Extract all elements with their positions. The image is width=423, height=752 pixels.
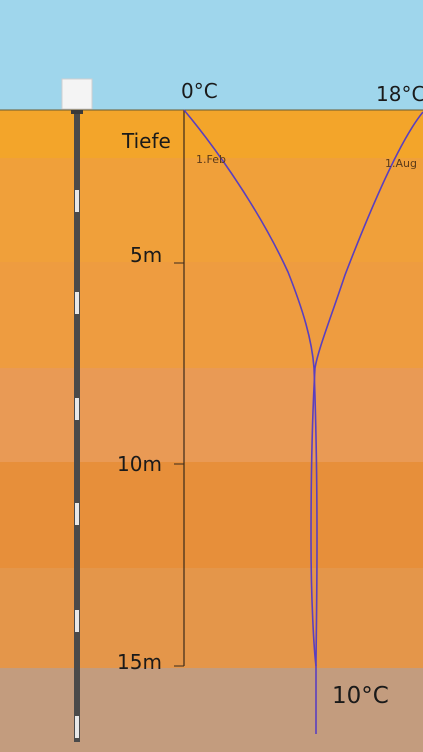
curve-label-feb: 1.Feb xyxy=(196,153,226,166)
soil-layer-7 xyxy=(0,668,423,752)
surface-min-temp: 0°C xyxy=(181,79,218,103)
probe-head-icon xyxy=(61,78,93,110)
surface-max-temp: 18°C xyxy=(376,82,423,106)
curve-aug xyxy=(310,111,423,667)
depth-label-5m: 5m xyxy=(130,243,163,267)
deep-temp-label: 10°C xyxy=(332,683,389,709)
soil-layer-1 xyxy=(0,110,423,158)
curve-feb xyxy=(183,109,318,734)
soil-layer-2 xyxy=(0,158,423,262)
depth-axis-title: Tiefe xyxy=(122,129,171,153)
curve-label-aug: 1.Aug xyxy=(385,157,417,170)
soil-layer-5 xyxy=(0,462,423,568)
soil-layer-6 xyxy=(0,568,423,668)
soil-layer-4 xyxy=(0,368,423,462)
depth-axis xyxy=(174,110,185,667)
depth-label-15m: 15m xyxy=(117,650,162,674)
ground-probe-icon xyxy=(61,78,93,742)
depth-label-10m: 10m xyxy=(117,452,162,476)
soil-layer-3 xyxy=(0,262,423,368)
